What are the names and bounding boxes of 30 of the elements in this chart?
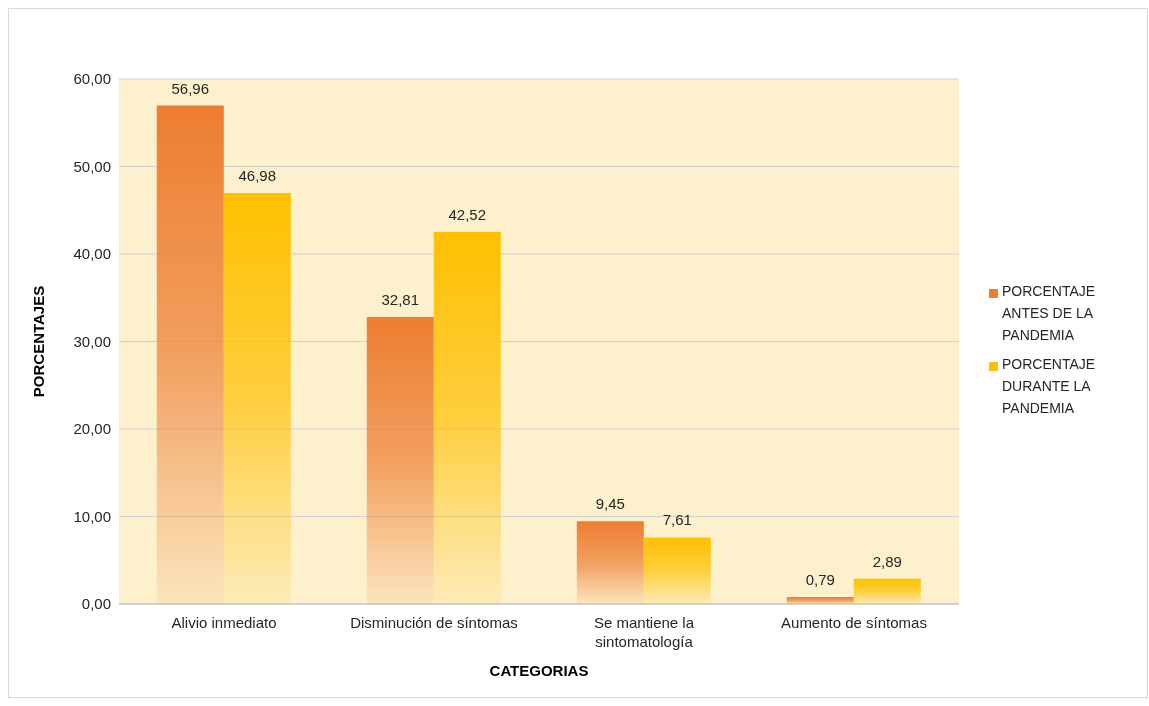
data-label: 2,89 [872,552,902,570]
bar [576,521,644,604]
data-label: 32,81 [381,290,420,308]
x-tick-label: Se mantiene la sintomatología [593,614,695,650]
bar [156,105,224,604]
data-label: 7,61 [662,511,692,529]
y-tick-label: 50,00 [73,157,111,175]
x-tick-label: Disminución de síntomas [350,614,518,631]
x-tick-label: Aumento de síntomas [781,614,927,631]
bar [853,578,921,604]
data-label: 0,79 [805,571,835,589]
bar [643,537,711,604]
bar [433,231,501,604]
legend-label: PORCENTAJE ANTES DE LA PANDEMIA [1002,281,1097,345]
data-label: 42,52 [448,205,487,223]
x-axis-title: CATEGORIAS [489,662,589,679]
y-tick-label: 10,00 [73,507,111,525]
bar [366,316,434,604]
y-tick-label: 30,00 [73,332,111,350]
data-label: 46,98 [238,166,277,184]
data-label: 56,96 [171,79,210,97]
legend-label: PORCENTAJE DURANTE LA PANDEMIA [1002,354,1097,418]
y-tick-label: 0,00 [81,595,111,613]
y-tick-label: 60,00 [73,70,111,88]
data-label: 9,45 [595,495,625,513]
y-tick-label: 20,00 [73,420,111,438]
bar [223,192,291,604]
x-tick-label: Alivio inmediato [171,614,277,631]
y-tick-label: 40,00 [73,245,111,263]
y-axis-title: PORCENTAJES [30,285,48,398]
